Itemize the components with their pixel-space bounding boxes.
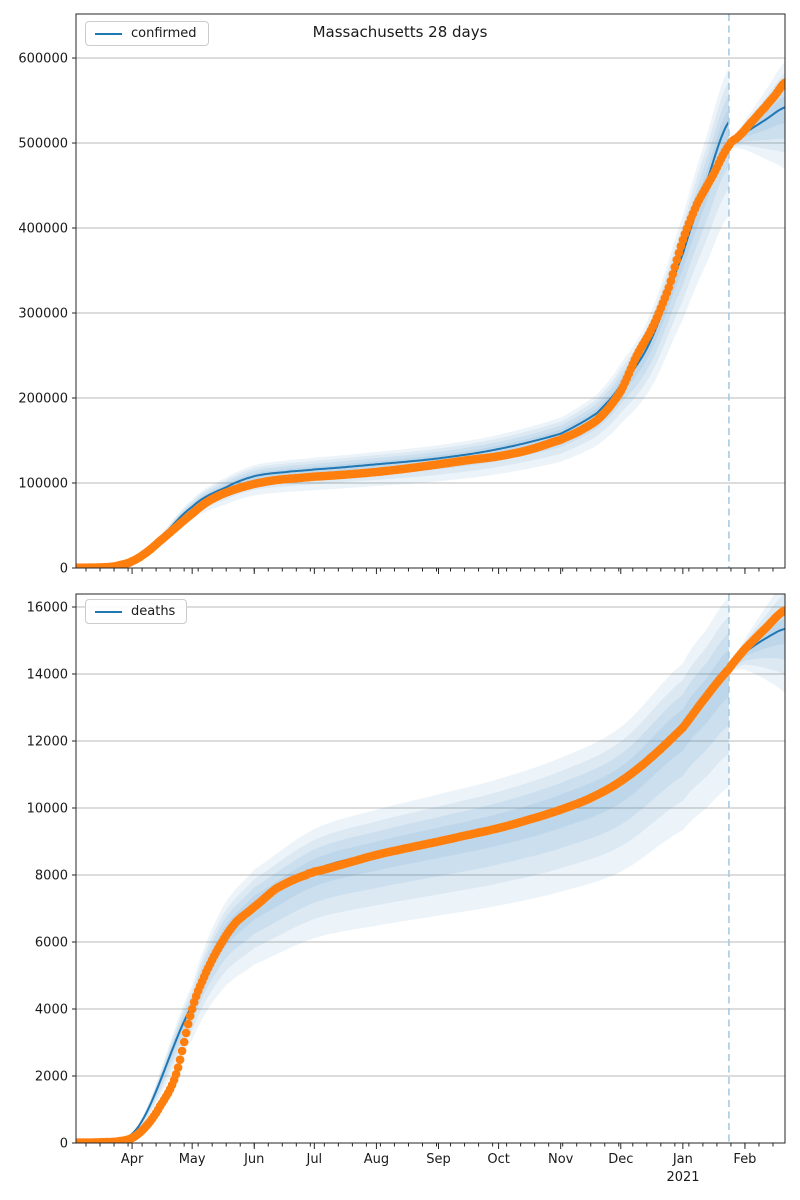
x-tick-label: Jan <box>672 1152 693 1167</box>
x-tick-label: Oct <box>487 1152 509 1167</box>
x-axis-year-label: 2021 <box>666 1170 700 1185</box>
y-tick-label: 2000 <box>35 1069 68 1084</box>
confirmed-fit-band <box>120 81 729 566</box>
confirmed-gridlines <box>76 57 785 484</box>
y-tick-label: 6000 <box>35 935 68 950</box>
actual-data-point <box>179 1037 189 1047</box>
deaths-fit-band <box>136 616 729 1132</box>
actual-data-point <box>674 248 684 258</box>
confirmed-chart: 0 100000 200000 300000 400000 500000 600000 <box>18 13 786 577</box>
y-tick-label: 16000 <box>27 600 68 615</box>
confirmed-line-swatch <box>95 32 122 35</box>
confirmed-y-axis: 0 100000 200000 300000 400000 500000 600000 <box>18 52 76 577</box>
y-tick-label: 200000 <box>18 392 68 407</box>
confirmed-fit-band <box>120 68 729 566</box>
actual-data-point <box>187 1004 197 1014</box>
y-tick-label: 12000 <box>27 734 68 749</box>
actual-data-point <box>670 262 680 272</box>
actual-data-point <box>177 1046 187 1056</box>
actual-data-point <box>666 276 676 286</box>
actual-data-point <box>173 1063 183 1072</box>
y-tick-label: 0 <box>60 562 68 577</box>
deaths-fit-band <box>136 597 729 1133</box>
x-tick-label: Aug <box>364 1152 389 1167</box>
legend-deaths-label: deaths <box>131 604 176 619</box>
x-tick-label: Nov <box>548 1152 574 1167</box>
confirmed-actual-series <box>76 78 785 568</box>
x-tick-label: Jun <box>243 1152 264 1167</box>
y-tick-label: 14000 <box>27 667 68 682</box>
legend-confirmed: confirmed <box>85 21 209 46</box>
y-tick-label: 100000 <box>18 477 68 492</box>
deaths-chart: 0 2000 4000 6000 8000 10000 12000 14000 16000 Apr… <box>27 593 786 1167</box>
x-tick-label: Sep <box>426 1152 451 1167</box>
y-tick-label: 8000 <box>35 868 68 883</box>
confirmed-plot-area <box>76 14 785 568</box>
actual-data-point <box>185 1011 195 1021</box>
y-tick-label: 10000 <box>27 801 68 816</box>
confirmed-x-axis <box>85 568 774 574</box>
y-tick-label: 400000 <box>18 222 68 237</box>
actual-data-point <box>668 269 678 279</box>
y-tick-label: 300000 <box>18 307 68 322</box>
deaths-y-axis: 0 2000 4000 6000 8000 10000 12000 14000 16000 <box>27 600 76 1152</box>
legend-confirmed-label: confirmed <box>131 26 197 41</box>
y-tick-label: 500000 <box>18 137 68 152</box>
actual-data-point <box>183 1019 193 1029</box>
y-tick-label: 4000 <box>35 1002 68 1017</box>
deaths-spines <box>75 593 786 1144</box>
confirmed-model-fit-line <box>76 121 730 568</box>
x-tick-label: Apr <box>121 1152 144 1167</box>
legend-deaths: deaths <box>85 599 188 624</box>
actual-data-point <box>780 78 785 87</box>
deaths-actual-series <box>76 606 785 1143</box>
actual-data-point <box>175 1055 185 1064</box>
x-tick-label: Feb <box>733 1152 756 1167</box>
y-tick-label: 600000 <box>18 52 68 67</box>
actual-data-point <box>181 1028 191 1038</box>
deaths-x-axis: Apr May Jun Jul Aug Sep Oct Nov Dec Jan Feb <box>85 1143 774 1167</box>
actual-data-point <box>780 606 785 615</box>
deaths-plot-area <box>76 594 785 1143</box>
deaths-line-swatch <box>95 610 122 613</box>
actual-data-point <box>171 1070 181 1079</box>
y-tick-label: 0 <box>60 1137 68 1152</box>
x-tick-label: Jul <box>305 1152 322 1167</box>
x-tick-label: May <box>179 1152 206 1167</box>
confirmed-spines <box>75 13 786 569</box>
x-tick-label: Dec <box>608 1152 633 1167</box>
chart-title: Massachusetts 28 days <box>312 23 488 41</box>
actual-data-point <box>672 255 682 265</box>
